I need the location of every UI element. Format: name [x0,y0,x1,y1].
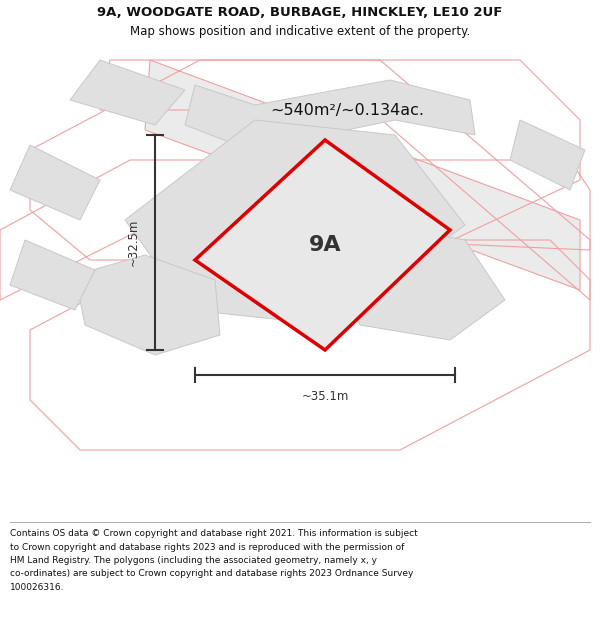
Polygon shape [125,120,465,325]
Polygon shape [195,140,450,350]
Polygon shape [145,60,580,290]
Polygon shape [325,225,505,340]
Polygon shape [510,120,585,190]
Text: co-ordinates) are subject to Crown copyright and database rights 2023 Ordnance S: co-ordinates) are subject to Crown copyr… [10,569,413,579]
Text: Map shows position and indicative extent of the property.: Map shows position and indicative extent… [130,26,470,39]
Text: 9A: 9A [308,235,341,255]
Text: Contains OS data © Crown copyright and database right 2021. This information is : Contains OS data © Crown copyright and d… [10,529,418,538]
Polygon shape [10,240,95,310]
Polygon shape [75,255,220,355]
Polygon shape [10,145,100,220]
Text: 100026316.: 100026316. [10,583,65,592]
Text: ~32.5m: ~32.5m [127,219,139,266]
Polygon shape [70,60,185,125]
Text: HM Land Registry. The polygons (including the associated geometry, namely x, y: HM Land Registry. The polygons (includin… [10,556,377,565]
Text: 9A, WOODGATE ROAD, BURBAGE, HINCKLEY, LE10 2UF: 9A, WOODGATE ROAD, BURBAGE, HINCKLEY, LE… [97,6,503,19]
Text: to Crown copyright and database rights 2023 and is reproduced with the permissio: to Crown copyright and database rights 2… [10,542,404,551]
Text: ~540m²/~0.134ac.: ~540m²/~0.134ac. [270,102,424,118]
Text: ~35.1m: ~35.1m [301,391,349,404]
Polygon shape [185,80,475,150]
